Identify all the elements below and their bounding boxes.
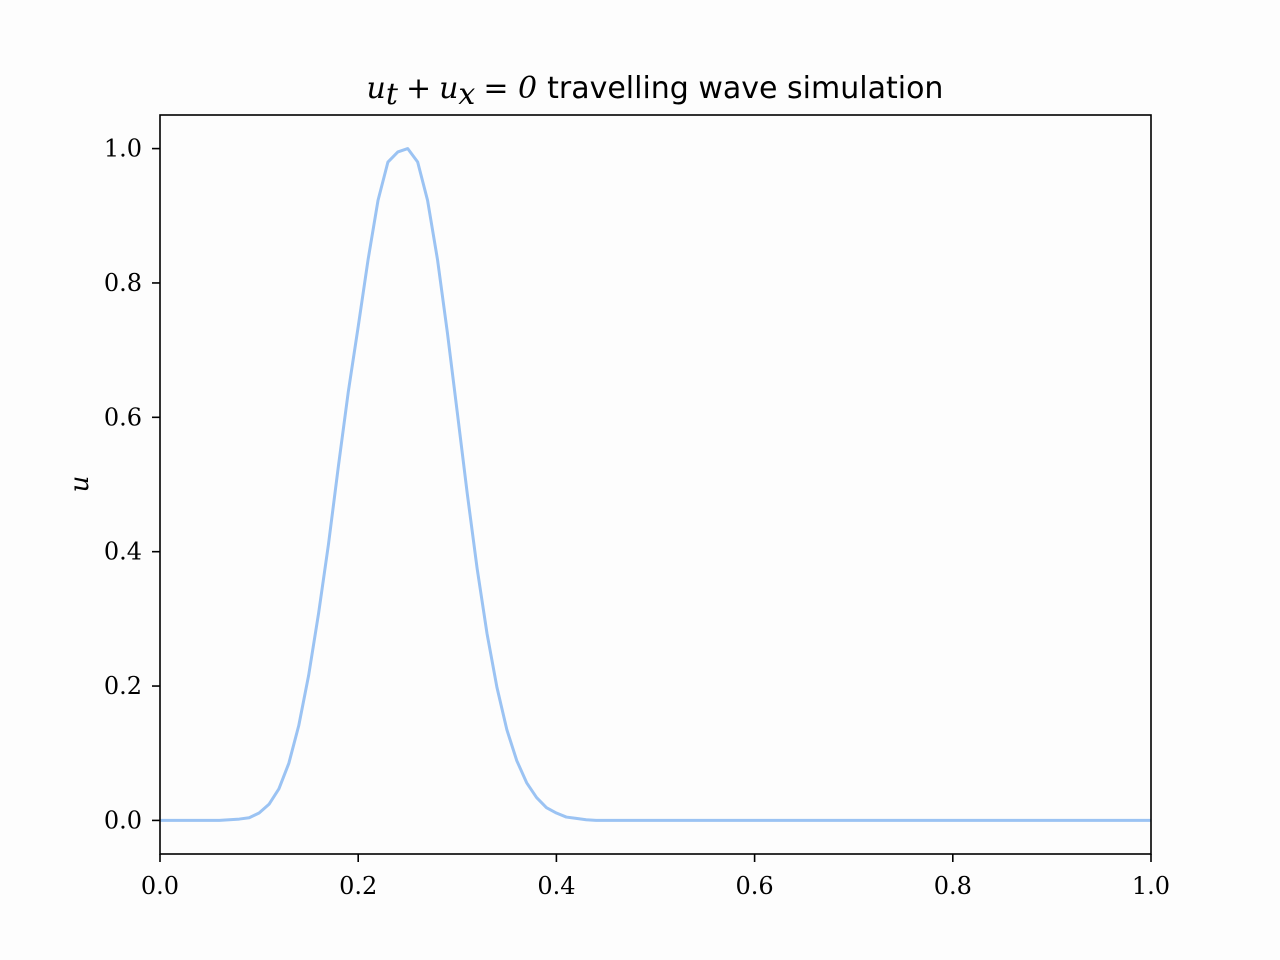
y-tick-label: 0.0	[104, 806, 142, 834]
chart-title: ut + ux = 0 travelling wave simulation	[367, 71, 944, 112]
title-math-u1: u	[367, 71, 386, 106]
title-math-eq: = 0	[483, 71, 537, 106]
x-tick-label: 0.0	[141, 872, 179, 900]
y-tick-label: 0.6	[104, 403, 142, 431]
x-tick-label: 0.6	[736, 872, 774, 900]
title-math-sub-t: t	[386, 77, 399, 112]
y-tick-label: 0.2	[104, 672, 142, 700]
y-tick-label: 0.8	[104, 269, 142, 297]
x-tick-label: 0.2	[339, 872, 377, 900]
title-math-plus: +	[406, 71, 431, 106]
x-tick-label: 0.4	[537, 872, 575, 900]
y-tick-label: 1.0	[104, 135, 142, 163]
series-line	[160, 147, 1151, 822]
title-math-sub-x: x	[458, 77, 475, 112]
y-axis-label: u	[65, 476, 95, 493]
y-tick-label: 0.4	[104, 538, 142, 566]
x-tick-label: 0.8	[934, 872, 972, 900]
plot-frame	[159, 114, 1152, 855]
title-text: travelling wave simulation	[547, 71, 943, 106]
title-math-u2: u	[439, 71, 458, 106]
y-axis: 0.0 0.2 0.4 0.6 0.8 1.0	[104, 135, 160, 834]
x-tick-label: 1.0	[1132, 872, 1170, 900]
x-axis: 0.0 0.2 0.4 0.6 0.8 1.0	[141, 854, 1170, 900]
